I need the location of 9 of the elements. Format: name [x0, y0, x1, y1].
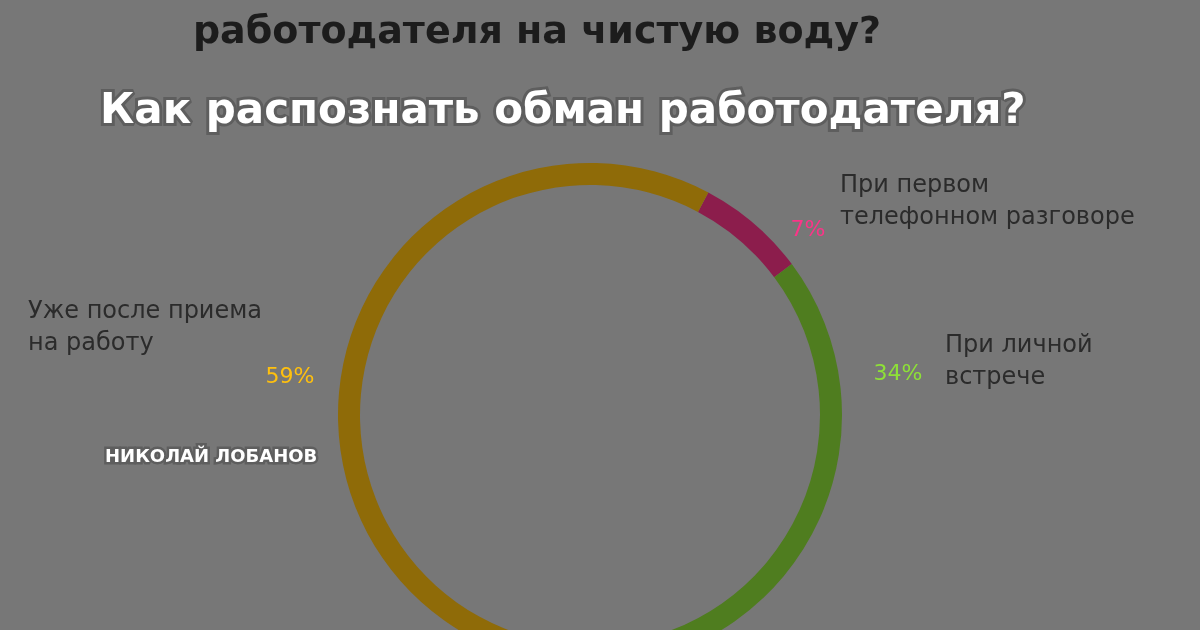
chart-title: Как распознать обман работодателя? — [100, 83, 1026, 133]
data-label: 34% — [873, 359, 923, 385]
text: НИКОЛАЙ ЛОБАНОВ — [105, 444, 318, 466]
chart-subtitle: работодателя на чистую воду? — [192, 8, 882, 52]
slice-label: При личной встрече — [945, 330, 1093, 390]
slice-label: Уже после приема на работу — [28, 296, 263, 356]
data-label: 7% — [790, 215, 826, 241]
data-label: 59% — [265, 362, 315, 388]
slice-label: При первом телефонном разговоре — [840, 170, 1135, 230]
